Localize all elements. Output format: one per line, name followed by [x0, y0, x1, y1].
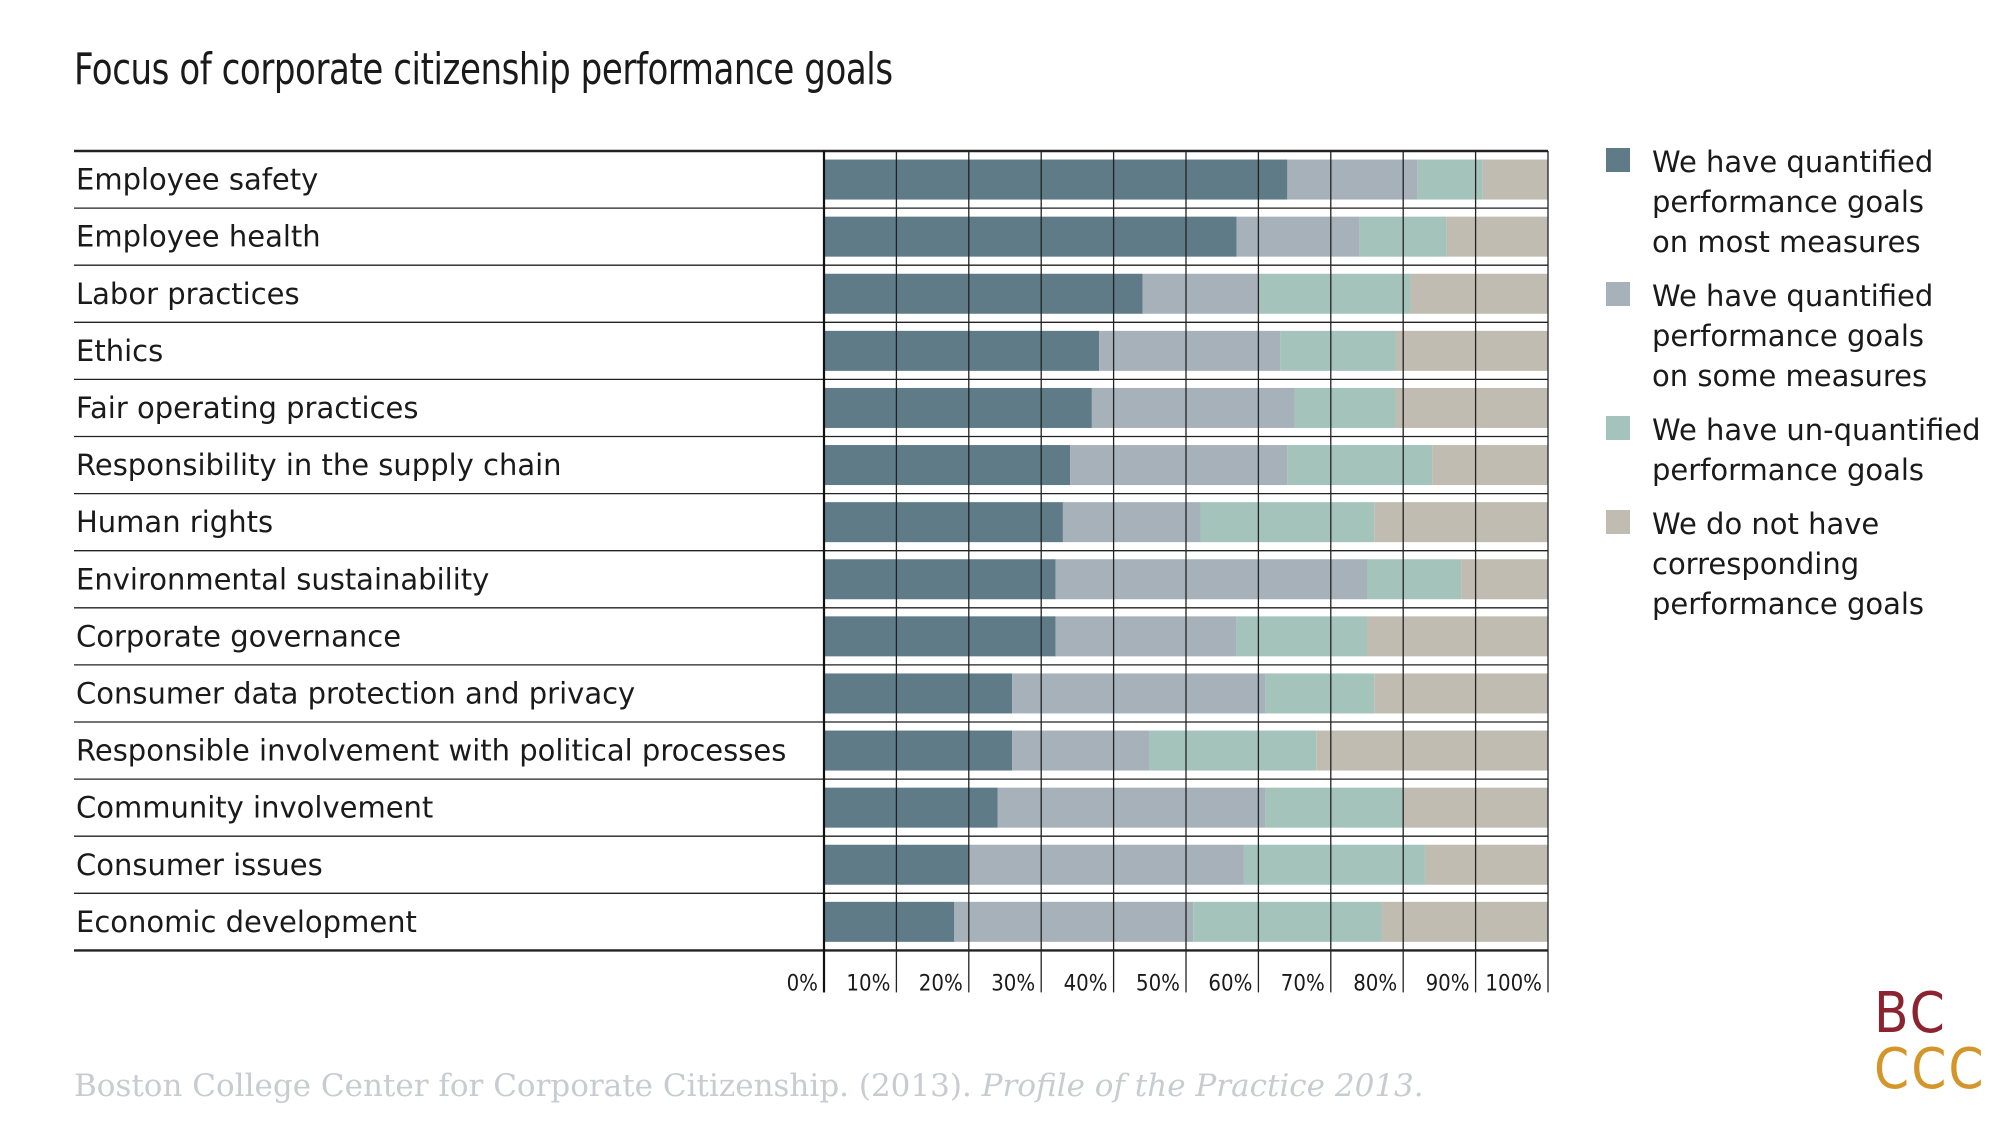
- bar-8-series-3: [1367, 616, 1548, 657]
- bar-9-series-1: [1012, 673, 1266, 714]
- category-label-1: Employee health: [76, 220, 321, 254]
- bar-2-series-2: [1258, 273, 1411, 314]
- bar-3-series-0: [824, 330, 1100, 371]
- bar-5-series-3: [1432, 445, 1548, 486]
- bcccc-logo: BC CCC: [1874, 981, 1986, 1102]
- source-citation: Boston College Center for Corporate Citi…: [74, 1068, 1424, 1104]
- bar-11-series-2: [1265, 787, 1404, 828]
- tick-label-8: 80%: [1353, 971, 1397, 996]
- bar-12-series-1: [968, 844, 1244, 885]
- tick-label-9: 90%: [1426, 971, 1470, 996]
- logo-line-bc: BC: [1874, 981, 1947, 1046]
- bar-8-series-1: [1055, 616, 1237, 657]
- bar-12-series-2: [1243, 844, 1425, 885]
- bar-10-series-3: [1316, 730, 1548, 771]
- bar-0-series-0: [824, 159, 1288, 200]
- category-label-6: Human rights: [76, 505, 273, 539]
- legend-swatch-2: [1606, 416, 1630, 440]
- tick-label-10: 100%: [1485, 971, 1542, 996]
- bar-3-series-1: [1099, 330, 1281, 371]
- source-publication: Profile of the Practice 2013.: [981, 1068, 1424, 1104]
- source-text: Boston College Center for Corporate Citi…: [74, 1068, 982, 1104]
- bar-9-series-0: [824, 673, 1013, 714]
- bar-1-series-1: [1236, 216, 1360, 257]
- bar-10-series-2: [1149, 730, 1317, 771]
- bar-7-series-1: [1055, 559, 1367, 600]
- tick-label-0: 0%: [787, 971, 818, 996]
- stacked-bar-chart: 0% 10% 20% 30% 40% 50% 60% 70% 80% 90% 100% Employe…: [74, 149, 1549, 996]
- category-label-12: Consumer issues: [76, 848, 323, 882]
- bar-3-series-3: [1395, 330, 1548, 371]
- legend-swatch-0: [1606, 148, 1630, 172]
- tick-label-6: 60%: [1208, 971, 1252, 996]
- bar-4-series-0: [824, 387, 1092, 428]
- bar-6-series-1: [1062, 502, 1201, 543]
- category-label-0: Employee safety: [76, 163, 318, 197]
- bar-5-series-0: [824, 445, 1071, 486]
- bar-5-series-2: [1287, 445, 1433, 486]
- legend-label-2: We have un-quantified performance goals: [1652, 413, 1981, 487]
- category-label-10: Responsible involvement with political p…: [76, 734, 786, 768]
- legend-item-1: We have quantified performance goals on …: [1606, 276, 1996, 396]
- logo-line-ccc: CCC: [1874, 1037, 1986, 1102]
- bar-0-series-1: [1287, 159, 1418, 200]
- category-label-7: Environmental sustainability: [76, 562, 489, 596]
- bar-7-series-0: [824, 559, 1056, 600]
- bar-1-series-3: [1446, 216, 1548, 257]
- category-label-8: Corporate governance: [76, 619, 401, 653]
- bar-9-series-2: [1265, 673, 1375, 714]
- legend-item-2: We have un-quantified performance goals: [1606, 410, 1996, 490]
- category-label-4: Fair operating practices: [76, 391, 418, 425]
- legend-label-0: We have quantified performance goals on …: [1652, 145, 1934, 259]
- category-label-3: Ethics: [76, 334, 163, 368]
- bar-13-series-1: [954, 901, 1194, 942]
- bar-7-series-3: [1461, 559, 1548, 600]
- bar-13-series-3: [1381, 901, 1548, 942]
- category-label-13: Economic development: [76, 905, 417, 939]
- bar-6-series-3: [1374, 502, 1548, 543]
- category-label-9: Consumer data protection and privacy: [76, 676, 635, 710]
- bar-13-series-0: [824, 901, 955, 942]
- legend-label-3: We do not have corresponding performance…: [1652, 507, 1925, 621]
- chart-title: Focus of corporate citizenship performan…: [74, 44, 893, 95]
- bar-2-series-3: [1410, 273, 1548, 314]
- tick-label-7: 70%: [1281, 971, 1325, 996]
- bar-12-series-3: [1424, 844, 1548, 885]
- category-label-2: Labor practices: [76, 277, 300, 311]
- bar-0-series-2: [1417, 159, 1483, 200]
- tick-label-1: 10%: [846, 971, 890, 996]
- tick-label-3: 30%: [991, 971, 1035, 996]
- legend-label-1: We have quantified performance goals on …: [1652, 279, 1934, 393]
- bar-3-series-2: [1280, 330, 1396, 371]
- bar-2-series-1: [1142, 273, 1259, 314]
- legend-item-0: We have quantified performance goals on …: [1606, 142, 1996, 262]
- bar-8-series-2: [1236, 616, 1367, 657]
- bar-4-series-3: [1395, 387, 1548, 428]
- bar-13-series-2: [1193, 901, 1382, 942]
- legend-item-3: We do not have corresponding performance…: [1606, 504, 1996, 624]
- bar-7-series-2: [1367, 559, 1462, 600]
- bar-2-series-0: [824, 273, 1143, 314]
- bar-4-series-1: [1091, 387, 1295, 428]
- bar-6-series-2: [1200, 502, 1375, 543]
- bar-0-series-3: [1482, 159, 1548, 200]
- bar-11-series-1: [997, 787, 1266, 828]
- category-label-11: Community involvement: [76, 791, 433, 825]
- tick-label-2: 20%: [919, 971, 963, 996]
- bar-9-series-3: [1374, 673, 1548, 714]
- bar-10-series-0: [824, 730, 1013, 771]
- tick-label-5: 50%: [1136, 971, 1180, 996]
- category-label-5: Responsibility in the supply chain: [76, 448, 562, 482]
- tick-label-4: 40%: [1064, 971, 1108, 996]
- legend-swatch-1: [1606, 282, 1630, 306]
- chart-legend: We have quantified performance goals on …: [1606, 142, 1996, 638]
- bar-11-series-0: [824, 787, 998, 828]
- bar-8-series-0: [824, 616, 1056, 657]
- bar-5-series-1: [1070, 445, 1288, 486]
- bar-4-series-2: [1294, 387, 1396, 428]
- legend-swatch-3: [1606, 510, 1630, 534]
- bar-1-series-0: [824, 216, 1237, 257]
- bar-6-series-0: [824, 502, 1063, 543]
- bar-10-series-1: [1012, 730, 1150, 771]
